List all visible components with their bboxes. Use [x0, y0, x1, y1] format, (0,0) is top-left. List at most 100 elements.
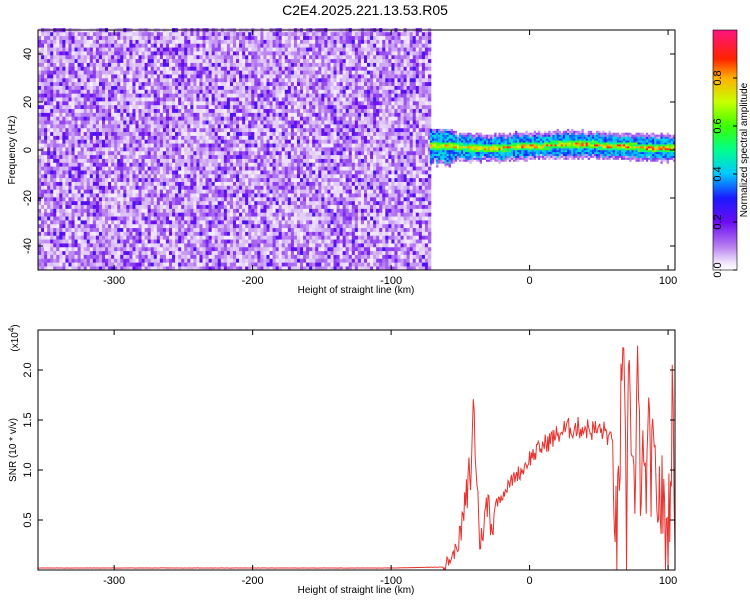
spectrogram-cell [178, 62, 182, 67]
spectrogram-cell [239, 154, 243, 159]
spectrogram-cell [263, 204, 267, 209]
spectrogram-cell [132, 93, 136, 98]
spectrogram-cell [74, 220, 78, 225]
spectrogram-cell [44, 85, 48, 90]
spectrogram-cell [111, 66, 115, 71]
spectrogram-cell [239, 108, 243, 113]
spectrogram-cell [196, 246, 200, 252]
spectrogram-cell [83, 85, 88, 90]
spectrogram-cell [92, 51, 97, 56]
spectrogram-cell [126, 31, 130, 37]
spectrogram-cell [211, 181, 215, 186]
spectrogram-cell [144, 170, 148, 175]
spectrogram-cell [236, 174, 240, 179]
spectrogram-cell [53, 189, 57, 194]
spectrogram-cell [199, 131, 203, 136]
spectrogram-cell [217, 231, 222, 236]
spectrogram-cell [65, 212, 69, 217]
spectrogram-cell [141, 58, 145, 63]
spectrogram-cell [108, 262, 112, 267]
spectrogram-cell [114, 258, 118, 263]
spectrogram-cell [38, 51, 42, 56]
spectrogram-cell [214, 147, 219, 152]
spectrogram-cell [187, 181, 191, 186]
spectrogram-cell [74, 193, 78, 198]
spectrogram-cell [239, 54, 243, 60]
spectrogram-cell [254, 120, 258, 125]
spectrogram-cell [108, 235, 112, 240]
spectrogram-cell [211, 177, 215, 182]
spectrogram-cell [162, 54, 167, 60]
spectrogram-cell [205, 81, 209, 86]
spectrogram-cell [53, 74, 57, 79]
spectrogram-cell [220, 124, 225, 129]
spectrogram-cell [47, 54, 51, 60]
spectrogram-cell [211, 58, 215, 63]
spectrogram-cell [236, 166, 240, 171]
spectrogram-cell [251, 239, 255, 244]
spectrogram-cell [223, 89, 228, 94]
spectrogram-cell [120, 62, 124, 67]
spectrogram-cell [68, 216, 72, 221]
spectrogram-cell [41, 93, 45, 98]
spectrogram-cell [135, 250, 139, 255]
spectrogram-cell [47, 166, 51, 171]
spectrogram-cell [108, 220, 112, 225]
spectrogram-cell [59, 74, 63, 79]
spectrogram-cell [184, 239, 188, 244]
spectrogram-cell [214, 135, 219, 140]
spectrogram-cell [181, 154, 185, 159]
spectrogram-cell [223, 170, 228, 175]
spectrogram-cell [214, 227, 219, 232]
spectrogram-cell [135, 227, 139, 232]
spectrogram-cell [56, 39, 60, 44]
spectrogram-cell [41, 177, 45, 182]
spectrogram-cell [150, 108, 155, 113]
spectrogram-cell [254, 97, 258, 102]
spectrogram-cell [242, 239, 246, 244]
spectrogram-cell [147, 250, 152, 255]
spectrogram-cell [132, 124, 136, 129]
spectrogram-cell [62, 81, 66, 86]
spectrogram-cell [156, 185, 161, 190]
spectrogram-cell [272, 200, 276, 206]
spectrogram-cell [62, 62, 66, 67]
spectrogram-cell [229, 131, 234, 136]
spectrogram-cell [141, 127, 145, 133]
spectrogram-cell [254, 158, 258, 163]
spectrogram-cell [217, 154, 222, 159]
spectrogram-cell [169, 62, 173, 67]
spectrogram-cell [135, 216, 139, 221]
spectrogram-cell [205, 220, 209, 225]
spectrogram-cell [62, 51, 66, 56]
spectrogram-cell [254, 81, 258, 86]
spectrogram-cell [47, 231, 51, 236]
spectrogram-cell [56, 120, 60, 125]
spectrogram-cell [178, 85, 182, 90]
spectrogram-cell [123, 177, 127, 182]
spectrogram-cell [254, 220, 258, 225]
spectrogram-cell [156, 235, 161, 240]
spectrogram-cell [165, 131, 170, 136]
spectrogram-cell [111, 181, 115, 186]
spectrogram-cell [41, 39, 45, 44]
spectrogram-cell [50, 189, 54, 194]
spectrogram-cell [98, 166, 103, 171]
spectrogram-cell [68, 174, 72, 179]
spectrogram-cell [105, 150, 109, 156]
spectrogram-cell [120, 162, 124, 167]
spectrogram-cell [105, 193, 109, 198]
spectrogram-cell [144, 104, 148, 110]
spectrogram-cell [141, 66, 145, 71]
spectrogram-cell [220, 93, 225, 98]
spectrogram-cell [77, 35, 81, 40]
spectrogram-cell [214, 204, 219, 209]
spectrogram-cell [193, 254, 197, 259]
spectrogram-cell [165, 154, 170, 159]
spectrogram-cell [147, 35, 152, 40]
spectrogram-cell [245, 66, 249, 71]
spectrogram-cell [108, 31, 112, 37]
spectrogram-cell [117, 54, 121, 60]
spectrogram-cell [172, 62, 176, 67]
spectrogram-cell [47, 154, 51, 159]
